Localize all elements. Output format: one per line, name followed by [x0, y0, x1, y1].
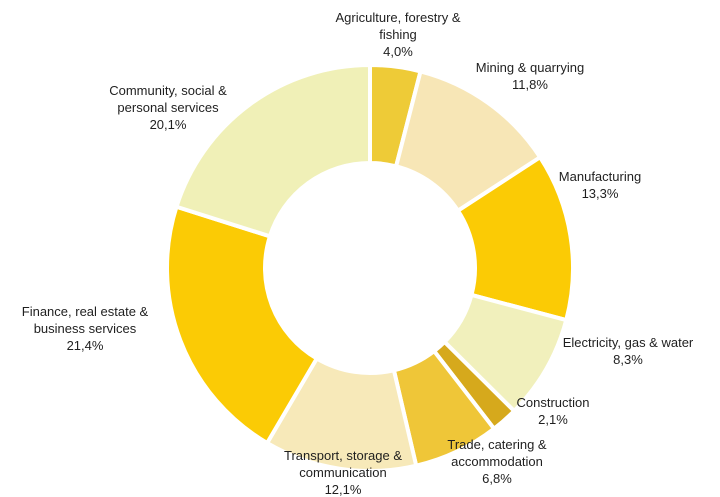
slice-value-7: 21,4%: [67, 338, 104, 353]
chart-labels: Agriculture, forestry & fishing 4,0% Mining…: [22, 10, 694, 497]
slice-name-6: Transport, storage &: [284, 448, 402, 463]
slice-name-0: Agriculture, forestry &: [336, 10, 461, 25]
slice-value-5: 6,8%: [482, 471, 512, 486]
slice-name-3: Electricity, gas & water: [563, 335, 694, 350]
slice-name-6: communication: [299, 465, 386, 480]
slice-name-5: accommodation: [451, 454, 543, 469]
slice-label-6: Transport, storage & communication 12,1%: [284, 448, 402, 497]
slice-value-0: 4,0%: [383, 44, 413, 59]
slice-value-4: 2,1%: [538, 412, 568, 427]
slice-7: [165, 204, 319, 445]
slice-name-4: Construction: [517, 395, 590, 410]
slice-name-8: Community, social &: [109, 83, 227, 98]
slice-label-4: Construction 2,1%: [517, 395, 590, 427]
slice-label-7: Finance, real estate & business services 2…: [22, 304, 149, 353]
slice-label-5: Trade, catering & accommodation 6,8%: [447, 437, 547, 486]
slice-name-1: Mining & quarrying: [476, 60, 584, 75]
slice-value-8: 20,1%: [150, 117, 187, 132]
chart-slices: [165, 63, 575, 473]
slice-label-3: Electricity, gas & water 8,3%: [563, 335, 694, 367]
slice-value-1: 11,8%: [512, 77, 548, 92]
slice-name-5: Trade, catering &: [447, 437, 547, 452]
slice-name-0: fishing: [379, 27, 417, 42]
slice-label-1: Mining & quarrying 11,8%: [476, 60, 584, 92]
slice-value-3: 8,3%: [613, 352, 643, 367]
slice-value-6: 12,1%: [325, 482, 362, 497]
slice-name-2: Manufacturing: [559, 169, 641, 184]
slice-label-8: Community, social & personal services 20,1…: [109, 83, 227, 132]
slice-name-7: Finance, real estate &: [22, 304, 149, 319]
slice-name-8: personal services: [117, 100, 219, 115]
slice-label-0: Agriculture, forestry & fishing 4,0%: [336, 10, 461, 59]
slice-8: [174, 63, 372, 239]
slice-value-2: 13,3%: [582, 186, 619, 201]
slice-name-7: business services: [34, 321, 137, 336]
slice-label-2: Manufacturing 13,3%: [559, 169, 641, 201]
